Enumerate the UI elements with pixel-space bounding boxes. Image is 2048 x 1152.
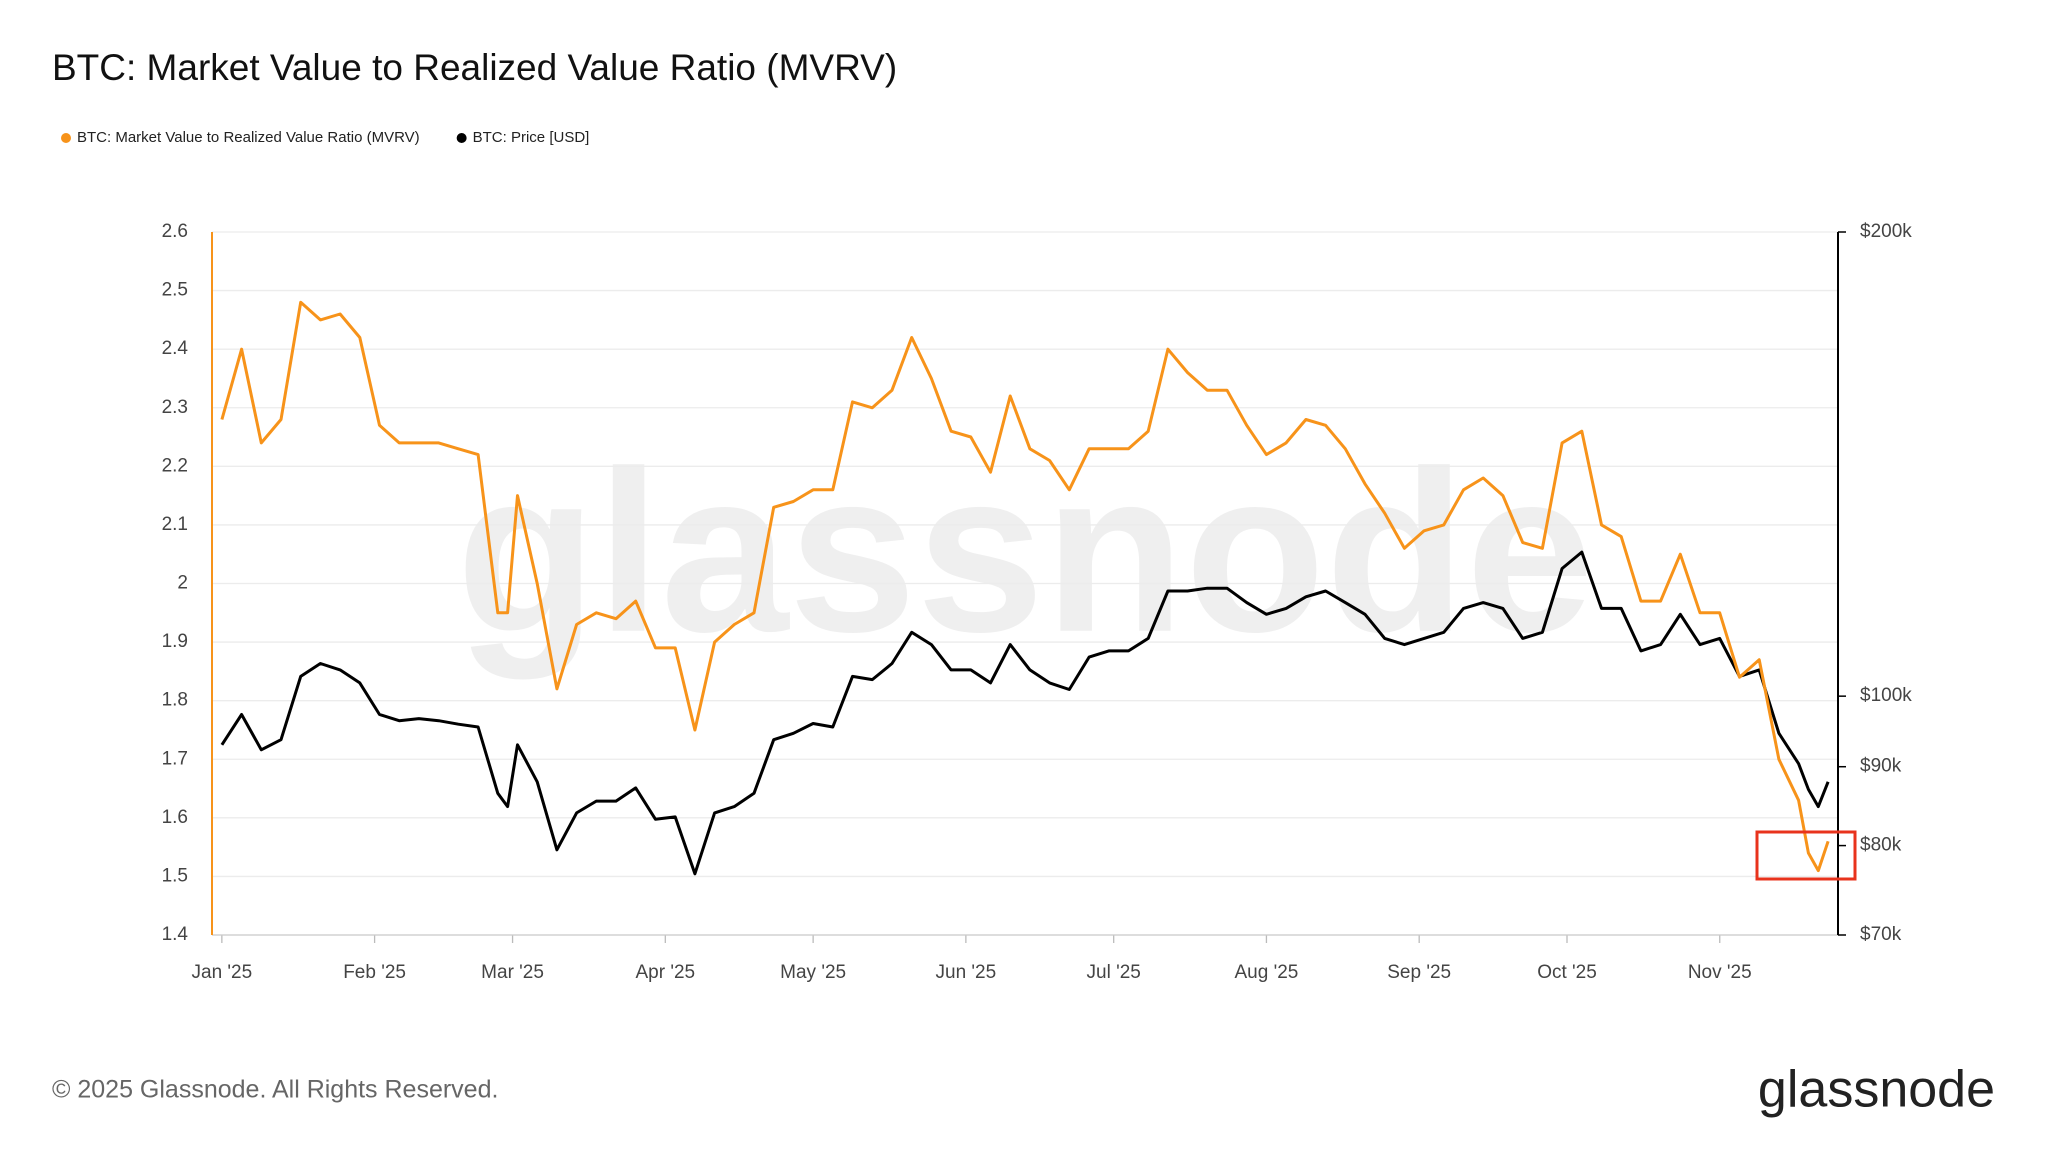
legend: BTC: Market Value to Realized Value Rati… — [61, 129, 589, 146]
x-tick-label: Oct '25 — [1537, 962, 1597, 983]
x-tick-label: Aug '25 — [1235, 962, 1299, 983]
x-tick-label: Apr '25 — [636, 962, 696, 983]
y-tick-label: 2.4 — [162, 338, 189, 359]
footer: © 2025 Glassnode. All Rights Reserved. — [52, 1076, 498, 1104]
y-tick-label: 2.1 — [162, 514, 188, 535]
x-tick-label: Sep '25 — [1387, 962, 1451, 983]
y-tick-label: 1.7 — [162, 748, 188, 769]
watermark: glassnode — [456, 423, 1594, 680]
y-tick-label: 2.6 — [162, 221, 188, 242]
y-tick-label: 2.5 — [162, 280, 188, 301]
legend-marker — [456, 133, 467, 143]
y-tick-label: 1.5 — [162, 865, 188, 886]
y2-tick-label: $200k — [1860, 221, 1912, 242]
logo: glassnode — [1758, 1061, 1995, 1119]
legend-label: BTC: Price [USD] — [473, 129, 590, 146]
highlight-box — [1755, 830, 1857, 881]
x-tick-label: Jun '25 — [936, 962, 997, 983]
x-tick-label: May '25 — [780, 962, 846, 983]
series-line — [220, 300, 1830, 873]
x-tick-label: Feb '25 — [343, 962, 406, 983]
plot — [220, 300, 1830, 876]
y-tick-label: 1.6 — [162, 807, 188, 828]
y2-tick-label: $70k — [1860, 924, 1902, 945]
y-tick-label: 1.4 — [162, 924, 189, 945]
y2-tick-label: $90k — [1860, 756, 1902, 777]
y-tick-label: 2 — [177, 573, 188, 594]
x-tick-label: Jan '25 — [192, 962, 253, 983]
chart-title: BTC: Market Value to Realized Value Rati… — [52, 47, 897, 88]
y2-tick-label: $100k — [1860, 685, 1912, 706]
y-tick-label: 2.3 — [162, 397, 188, 418]
x-tick-label: Jul '25 — [1087, 962, 1141, 983]
series-line — [220, 550, 1830, 876]
legend-marker — [61, 133, 71, 143]
x-tick-label: Mar '25 — [481, 962, 544, 983]
y-tick-label: 1.8 — [162, 690, 188, 711]
y2-tick-label: $80k — [1860, 835, 1902, 856]
legend-label: BTC: Market Value to Realized Value Rati… — [77, 129, 420, 146]
y-tick-label: 1.9 — [162, 631, 188, 652]
y-tick-label: 2.2 — [162, 455, 188, 476]
grid: 1.4 1.5 1.6 1.7 1.8 1.9 2 2.1 2.2 2.3 2.4 2.5 2.6 $70… — [162, 221, 1913, 983]
x-tick-label: Nov '25 — [1688, 962, 1752, 983]
